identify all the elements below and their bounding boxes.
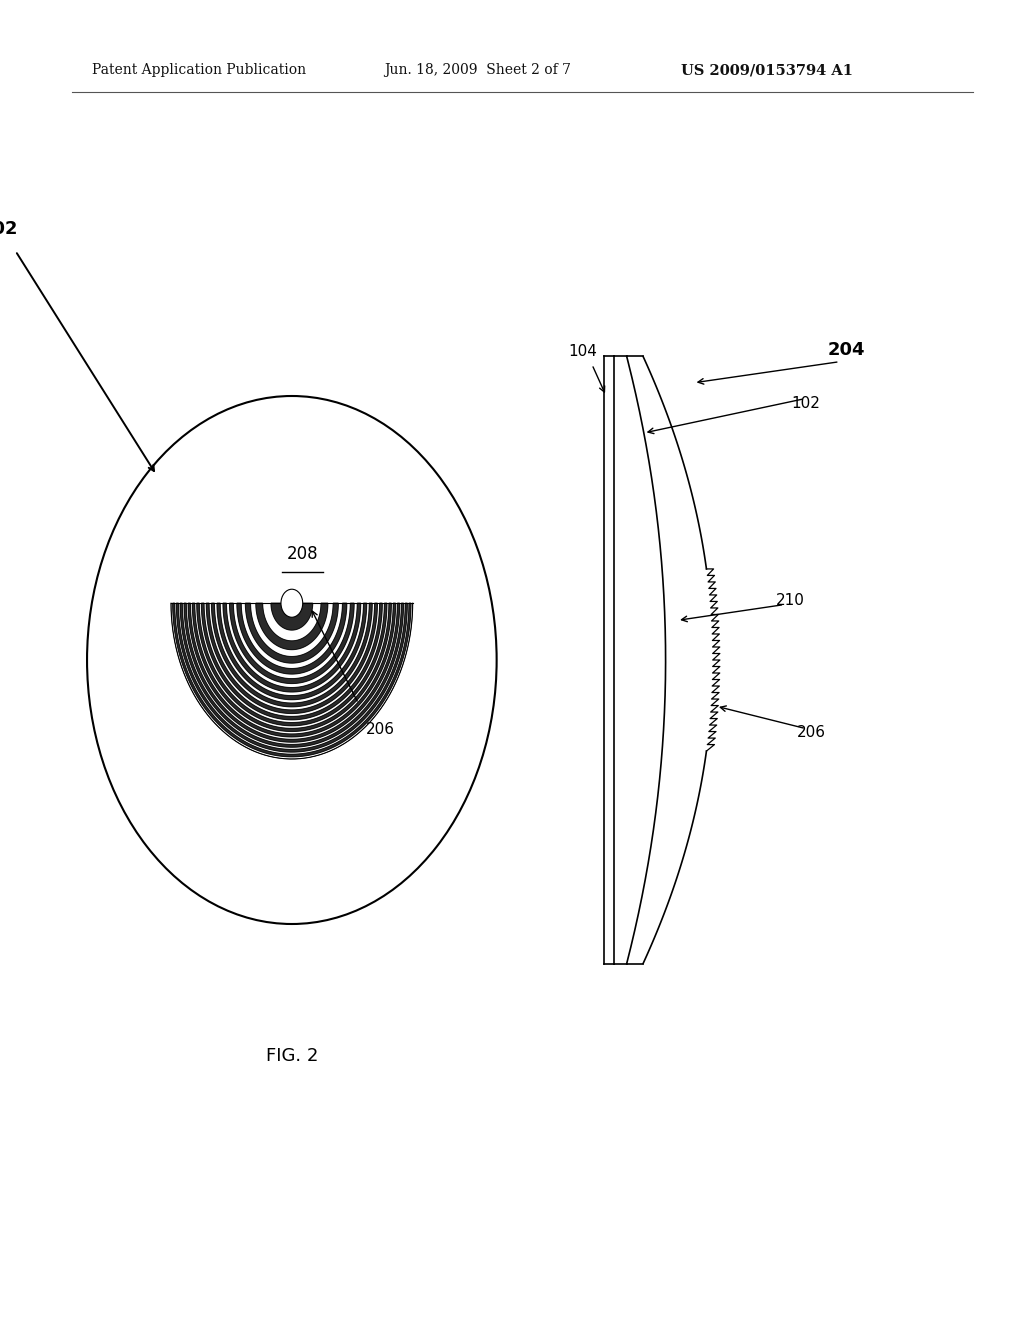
Polygon shape — [197, 603, 387, 726]
Text: 208: 208 — [287, 545, 317, 564]
Polygon shape — [271, 603, 312, 630]
Text: 104: 104 — [568, 345, 597, 359]
Polygon shape — [207, 603, 377, 713]
Polygon shape — [188, 603, 395, 737]
Text: 202: 202 — [0, 219, 18, 238]
Text: US 2009/0153794 A1: US 2009/0153794 A1 — [681, 63, 853, 78]
Polygon shape — [193, 603, 391, 731]
Polygon shape — [217, 603, 367, 700]
Polygon shape — [212, 603, 372, 706]
Text: 204: 204 — [827, 341, 865, 359]
Polygon shape — [176, 603, 408, 752]
Text: FIG. 2: FIG. 2 — [265, 1047, 318, 1065]
Text: 210: 210 — [776, 593, 805, 609]
Text: Jun. 18, 2009  Sheet 2 of 7: Jun. 18, 2009 Sheet 2 of 7 — [384, 63, 571, 78]
Polygon shape — [180, 603, 403, 747]
Circle shape — [281, 589, 303, 618]
Polygon shape — [246, 603, 338, 663]
Text: Patent Application Publication: Patent Application Publication — [92, 63, 306, 78]
Polygon shape — [184, 603, 399, 742]
Polygon shape — [202, 603, 382, 719]
Polygon shape — [173, 603, 411, 756]
Text: 102: 102 — [792, 396, 820, 411]
Text: 206: 206 — [797, 725, 825, 741]
Polygon shape — [256, 603, 328, 649]
Polygon shape — [237, 603, 347, 675]
Polygon shape — [229, 603, 354, 684]
Polygon shape — [223, 603, 360, 692]
Text: 206: 206 — [366, 722, 394, 737]
